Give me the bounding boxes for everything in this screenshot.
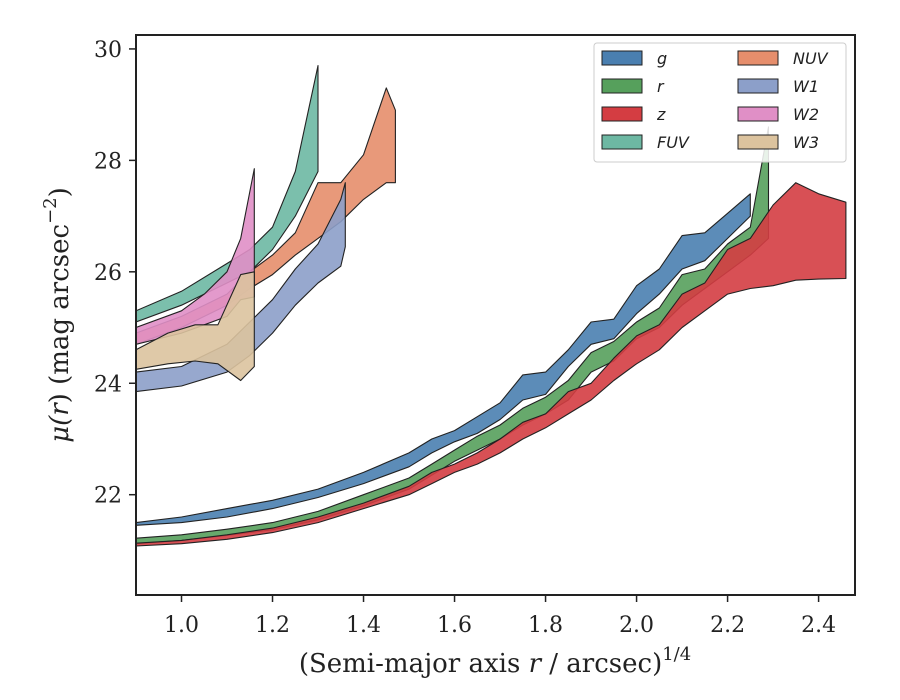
plot-frame	[135, 34, 856, 596]
y-axis-label: μ(r) (mag arcsec−2)	[40, 187, 75, 443]
legend-swatch-g	[601, 50, 643, 66]
legend-box	[593, 42, 847, 163]
legend-swatch-w2	[737, 106, 779, 122]
y-tick-label: 28	[94, 149, 122, 174]
legend: grz FUV NUV W1 W2 W3	[593, 42, 847, 163]
legend-label-z: z	[656, 105, 666, 124]
x-tick-label: 1.6	[437, 613, 472, 638]
band-z	[136, 182, 847, 547]
x-tick-label: 1.4	[346, 613, 381, 638]
legend-label-r: r	[657, 77, 665, 96]
legend-label-w3: W3	[793, 133, 819, 152]
y-tick-label: 24	[94, 372, 122, 397]
x-tick-label: 2.2	[710, 613, 745, 638]
band-g	[136, 193, 751, 526]
x-tick-label: 2.0	[619, 613, 654, 638]
y-tick-label: 22	[94, 484, 122, 509]
band-w3	[136, 271, 255, 382]
x-tick-label: 1.2	[255, 613, 290, 638]
legend-label-w2: W2	[793, 105, 819, 124]
legend-swatch-r	[601, 78, 643, 94]
y-tick-label: 26	[94, 261, 122, 286]
legend-label-nuv: NUV	[793, 49, 829, 68]
x-tick-label: 2.4	[801, 613, 836, 638]
legend-swatch-nuv	[737, 50, 779, 66]
legend-swatch-w1	[737, 78, 779, 94]
y-tick-label: 30	[94, 38, 122, 63]
legend-label-g: g	[657, 49, 667, 68]
x-axis-label: (Semi-major axis r / arcsec)1/4	[299, 644, 691, 679]
x-tick-label: 1.0	[164, 613, 199, 638]
legend-swatch-z	[601, 106, 643, 122]
legend-swatch-w3	[737, 134, 779, 150]
x-tick-label: 1.8	[528, 613, 563, 638]
legend-label-w1: W1	[793, 77, 819, 96]
legend-swatch-fuv	[601, 134, 643, 150]
legend-label-fuv: FUV	[657, 133, 690, 152]
